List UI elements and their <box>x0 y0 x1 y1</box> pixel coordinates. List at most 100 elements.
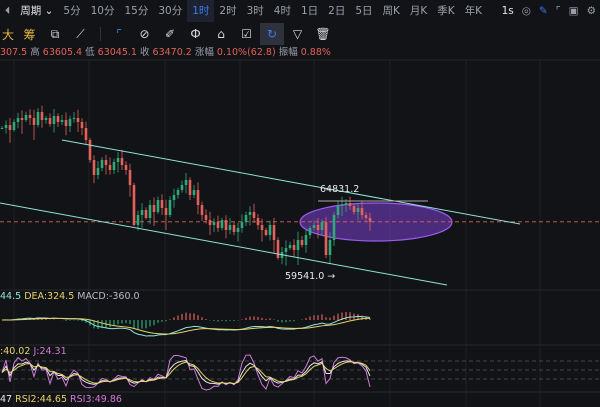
candle-body <box>184 180 188 186</box>
refresh-rate[interactable]: 1s <box>501 5 514 17</box>
magnet-icon[interactable]: ↻ <box>260 23 284 45</box>
interval-11[interactable]: 周K <box>382 5 400 17</box>
candle-body <box>240 222 244 228</box>
candle-body <box>12 122 16 130</box>
candle-body <box>248 212 252 216</box>
interval-4[interactable]: 1时 <box>187 0 215 22</box>
change-value: 0.10%(62.8) <box>216 47 276 58</box>
candle-body <box>312 225 316 228</box>
interval-3[interactable]: 30分 <box>158 5 183 17</box>
candle-body <box>52 116 56 124</box>
tool-chou[interactable]: 筹 <box>23 27 36 42</box>
tool-da[interactable]: 大 <box>1 27 14 42</box>
macd-dea: DEA:324.5 <box>24 291 75 302</box>
candle-body <box>116 157 120 163</box>
brush-icon[interactable]: ✐ <box>164 27 176 41</box>
candle-body <box>96 167 100 176</box>
candle-body <box>172 195 176 200</box>
rsi1: 47 <box>0 394 13 405</box>
interval-7[interactable]: 4时 <box>273 5 291 17</box>
high-marker: 64831.2 <box>320 184 360 195</box>
kdj-d: :40.02 <box>0 346 31 357</box>
candle-body <box>100 160 104 168</box>
candle-body <box>156 200 160 213</box>
ruler-icon[interactable]: ⊘ <box>139 27 150 41</box>
drawing-toolbar: 大 筹 ⧉ ⟋ ⌜ ⊘ ✐ Ф ⌂ ☑ ↻ ▽ 🗑 <box>0 22 600 46</box>
rectangle-icon[interactable]: ⌜ <box>116 27 122 41</box>
candle-body <box>332 215 336 240</box>
interval-5[interactable]: 2时 <box>219 5 237 17</box>
candle-body <box>8 125 12 130</box>
candle-body <box>352 206 356 213</box>
candle-body <box>112 162 116 170</box>
change-label: 涨幅 <box>194 47 214 58</box>
candle-body <box>300 240 304 246</box>
filter-icon[interactable]: ▽ <box>292 27 303 41</box>
candle-body <box>32 117 36 126</box>
candle-body <box>64 120 68 127</box>
lock-icon[interactable]: ⌂ <box>217 27 225 41</box>
candle-body <box>192 190 196 196</box>
edit-note-icon[interactable]: ☑ <box>241 27 252 41</box>
settings-icon[interactable]: ⚙ <box>586 5 596 17</box>
low-value: 63045.1 <box>97 47 137 58</box>
kdj-k-line <box>1 360 371 385</box>
kdj-j: J:24.31 <box>33 346 67 357</box>
interval-0[interactable]: 5分 <box>63 5 81 17</box>
candle-body <box>272 225 276 240</box>
candle-body <box>180 185 184 190</box>
rsi-legend: 47 RSI2:44.65 RSI3:49.86 <box>0 394 122 405</box>
fullscreen-icon[interactable]: ⌜ <box>555 5 561 17</box>
amp-value: 0.88% <box>300 47 331 58</box>
candle-body <box>128 170 132 186</box>
candle-body <box>328 240 332 256</box>
candle-body <box>368 217 372 222</box>
high-label: 高 <box>30 47 40 58</box>
camera-icon[interactable]: ◎ <box>521 5 531 17</box>
bar-pattern-icon[interactable]: Ф <box>190 27 201 41</box>
period-label: 周期 <box>20 5 42 17</box>
candle-body <box>216 222 220 228</box>
close-label: 收 <box>139 47 150 58</box>
macd-legend: 44.5 DEA:324.5 MACD:-360.0 <box>0 291 140 302</box>
candle-body <box>252 212 256 218</box>
pencil-icon[interactable]: ✎ <box>538 5 548 17</box>
price-note-icon[interactable]: ⧉ <box>50 26 60 41</box>
candle-body <box>212 222 216 226</box>
interval-2[interactable]: 15分 <box>124 5 149 17</box>
back-icon[interactable]: ⏴ <box>5 5 11 17</box>
layout-icon[interactable]: ▣ <box>568 5 579 17</box>
candle-body <box>316 225 320 230</box>
open-value: 307.5 <box>0 47 28 58</box>
candle-body <box>364 215 368 218</box>
candle-body <box>224 220 228 230</box>
candle-body <box>56 116 60 123</box>
interval-6[interactable]: 3时 <box>246 5 264 17</box>
interval-13[interactable]: 季K <box>437 5 455 17</box>
candle-body <box>276 240 280 258</box>
interval-8[interactable]: 1日 <box>300 5 319 17</box>
candle-body <box>288 245 292 248</box>
candle-body <box>164 207 168 216</box>
candle-body <box>44 117 48 120</box>
interval-9[interactable]: 2日 <box>328 5 346 17</box>
measure-icon[interactable]: ⟋ <box>76 26 85 41</box>
macd-dea-line <box>1 317 371 335</box>
candle-body <box>324 222 328 256</box>
candle-body <box>264 230 268 236</box>
candle-body <box>20 117 24 120</box>
interval-1[interactable]: 10分 <box>90 5 115 17</box>
period-dropdown[interactable]: 周期 ⌄ <box>20 5 54 17</box>
trash-icon[interactable]: 🗑 <box>315 27 331 41</box>
candle-body <box>176 190 180 196</box>
interval-14[interactable]: 年K <box>464 5 483 17</box>
interval-10[interactable]: 5日 <box>355 5 373 17</box>
candle-body <box>232 225 236 233</box>
candle-body <box>208 220 212 226</box>
candle-body <box>144 210 148 218</box>
ohlc-info: 307.5 高 63605.4 低 63045.1 收 63470.2 涨幅 0… <box>0 46 331 60</box>
candle-body <box>24 115 28 120</box>
interval-12[interactable]: 月K <box>409 5 428 17</box>
candle-body <box>200 205 204 216</box>
